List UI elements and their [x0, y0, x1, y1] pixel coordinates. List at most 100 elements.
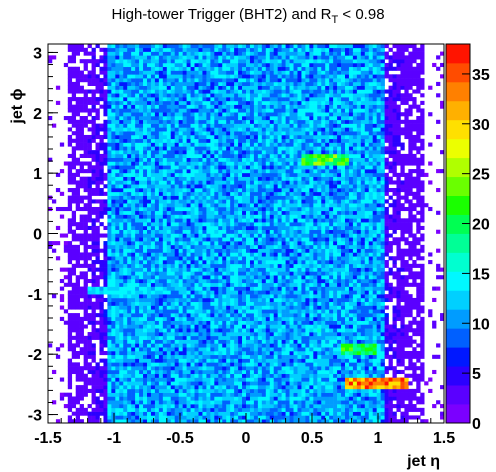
- heatmap-cell: [95, 278, 100, 284]
- heatmap-cell: [242, 131, 247, 136]
- heatmap-cell: [119, 51, 124, 56]
- heatmap-cell: [143, 354, 148, 359]
- heatmap-cell: [210, 150, 215, 155]
- heatmap-cell: [261, 59, 267, 64]
- heatmap-cell: [150, 286, 156, 291]
- heatmap-cell: [115, 116, 120, 121]
- heatmap-cell: [257, 104, 263, 109]
- heatmap-cell: [123, 271, 128, 276]
- heatmap-cell: [202, 206, 207, 212]
- heatmap-cell: [234, 316, 239, 321]
- heatmap-cell: [210, 131, 215, 136]
- heatmap-cell: [75, 248, 80, 253]
- heatmap-cell: [253, 44, 259, 49]
- heatmap-cell: [75, 260, 80, 265]
- heatmap-cell: [107, 123, 112, 128]
- heatmap-cell: [269, 407, 275, 412]
- heatmap-cell: [202, 161, 207, 166]
- heatmap-cell: [178, 218, 183, 223]
- heatmap-cell: [166, 89, 172, 94]
- heatmap-cell: [249, 385, 255, 390]
- heatmap-cell: [158, 127, 164, 132]
- heatmap-cell: [210, 377, 215, 382]
- heatmap-cell: [269, 191, 275, 196]
- heatmap-cell: [154, 119, 160, 124]
- heatmap-cell: [131, 169, 136, 174]
- heatmap-cell: [246, 70, 251, 75]
- heatmap-cell: [261, 176, 267, 181]
- heatmap-cell: [67, 404, 73, 409]
- heatmap-cell: [147, 131, 152, 136]
- heatmap-cell: [246, 157, 251, 162]
- heatmap-cell: [71, 180, 77, 185]
- heatmap-cell: [261, 85, 267, 90]
- heatmap-cell: [174, 222, 179, 227]
- heatmap-cell: [143, 267, 148, 272]
- heatmap-cell: [115, 191, 120, 196]
- heatmap-cell: [178, 305, 183, 310]
- heatmap-cell: [150, 362, 156, 367]
- heatmap-cell: [198, 142, 203, 147]
- heatmap-cell: [111, 415, 116, 420]
- heatmap-cell: [158, 354, 164, 359]
- heatmap-cell: [261, 172, 267, 177]
- heatmap-cell: [246, 142, 251, 147]
- heatmap-cell: [246, 309, 251, 314]
- heatmap-cell: [257, 78, 263, 83]
- heatmap-cell: [99, 347, 104, 352]
- heatmap-cell: [79, 286, 84, 291]
- heatmap-cell: [230, 241, 235, 246]
- heatmap-cell: [111, 252, 116, 257]
- heatmap-cell: [210, 47, 215, 52]
- heatmap-cell: [67, 142, 73, 147]
- heatmap-cell: [202, 172, 207, 177]
- heatmap-cell: [206, 134, 211, 140]
- heatmap-cell: [226, 278, 231, 284]
- heatmap-cell: [238, 267, 243, 272]
- heatmap-cell: [158, 157, 164, 162]
- heatmap-cell: [265, 112, 271, 117]
- heatmap-cell: [99, 248, 104, 253]
- heatmap-cell: [83, 142, 88, 147]
- heatmap-cell: [246, 419, 251, 424]
- heatmap-cell: [230, 66, 235, 71]
- heatmap-cell: [182, 233, 187, 238]
- heatmap-cell: [87, 210, 92, 215]
- heatmap-cell: [107, 51, 112, 56]
- heatmap-cell: [198, 74, 203, 79]
- heatmap-cell: [103, 176, 108, 181]
- heatmap-cell: [198, 176, 203, 181]
- heatmap-cell: [131, 305, 136, 310]
- heatmap-cell: [222, 81, 227, 86]
- heatmap-cell: [87, 180, 92, 185]
- heatmap-cell: [234, 100, 239, 105]
- heatmap-cell: [95, 176, 100, 181]
- heatmap-cell: [230, 199, 235, 204]
- heatmap-cell: [170, 150, 176, 155]
- heatmap-cell: [166, 161, 172, 166]
- heatmap-cell: [194, 271, 199, 276]
- heatmap-cell: [190, 316, 195, 321]
- heatmap-cell: [127, 260, 132, 265]
- heatmap-cell: [158, 89, 164, 94]
- heatmap-cell: [111, 104, 116, 109]
- heatmap-cell: [127, 377, 132, 382]
- heatmap-cell: [103, 362, 108, 367]
- heatmap-cell: [178, 385, 183, 390]
- heatmap-cell: [265, 248, 271, 253]
- heatmap-cell: [186, 206, 191, 212]
- heatmap-cell: [190, 407, 195, 412]
- heatmap-cell: [202, 411, 207, 416]
- heatmap-cell: [246, 294, 251, 299]
- heatmap-cell: [95, 335, 100, 340]
- heatmap-cell: [147, 396, 152, 401]
- heatmap-cell: [257, 172, 263, 177]
- heatmap-cell: [202, 271, 207, 276]
- heatmap-cell: [226, 252, 231, 257]
- heatmap-cell: [202, 328, 207, 333]
- heatmap-cell: [107, 85, 112, 90]
- heatmap-cell: [246, 206, 251, 212]
- heatmap-cell: [249, 339, 255, 344]
- heatmap-cell: [261, 55, 267, 60]
- heatmap-cell: [214, 271, 219, 276]
